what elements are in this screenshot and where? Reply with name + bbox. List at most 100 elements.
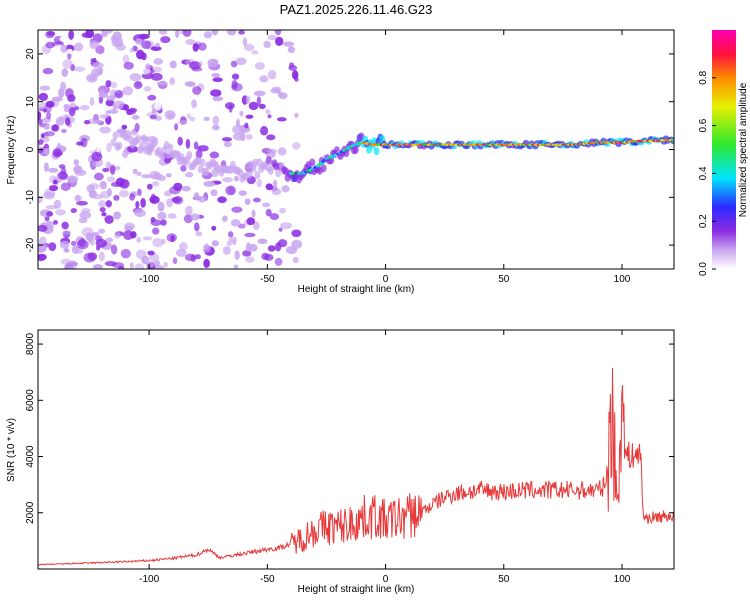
heatmap-cell	[186, 82, 196, 87]
heatmap-cell	[265, 183, 273, 191]
heatmap-cell	[211, 124, 220, 131]
heatmap-cell	[95, 53, 101, 62]
heatmap-cell	[261, 202, 271, 208]
heatmap-cell	[275, 242, 282, 252]
heatmap-cell	[163, 261, 168, 268]
heatmap-cell	[246, 217, 256, 226]
heatmap-cell	[59, 35, 69, 43]
heatmap-cell	[136, 236, 141, 243]
heatmap-cell	[185, 39, 196, 45]
heatmap-cell	[60, 258, 72, 266]
heatmap-cell	[225, 185, 237, 196]
snr-x-axis-label: Height of straight line (km)	[298, 584, 415, 595]
heatmap-cell	[181, 185, 191, 192]
heatmap-cell	[53, 220, 58, 225]
heatmap-cell	[105, 80, 112, 88]
heatmap-cell	[222, 215, 228, 222]
heatmap-cell	[238, 190, 247, 196]
heatmap-cell	[122, 86, 133, 96]
snr-y-ticks: 2000 4000 6000 8000	[25, 332, 674, 524]
heatmap-cell	[263, 40, 271, 49]
heatmap-cell	[55, 116, 65, 126]
heatmap-cell	[129, 73, 142, 82]
heatmap-cell	[142, 135, 149, 144]
y-tick-label: 6000	[25, 389, 36, 412]
heatmap-cell	[126, 145, 139, 153]
heatmap-cell	[153, 58, 164, 65]
heatmap-cell	[274, 30, 282, 36]
heatmap-cell	[202, 244, 211, 253]
colorbar-tick-label: 0.6	[698, 118, 709, 132]
heatmap-cell	[267, 34, 277, 41]
heatmap-cell	[131, 115, 140, 120]
heatmap-cell	[275, 88, 281, 94]
heatmap-cell	[210, 189, 218, 197]
heatmap-cell	[167, 213, 177, 219]
heatmap-cell	[90, 235, 95, 246]
heatmap-cell	[43, 162, 49, 173]
heatmap-cell	[248, 101, 259, 111]
heatmap-cell	[167, 143, 174, 152]
heatmap-cell	[320, 164, 327, 173]
heatmap-cell	[141, 52, 147, 61]
heatmap-cell	[243, 43, 255, 52]
heatmap-cell	[257, 238, 268, 245]
heatmap-cell	[193, 263, 201, 269]
heatmap-cell	[66, 48, 73, 54]
heatmap-cell	[39, 236, 47, 246]
heatmap-cell	[292, 142, 301, 150]
heatmap-cell	[192, 86, 202, 95]
heatmap-cell	[152, 238, 164, 248]
heatmap-cell	[212, 96, 224, 102]
colorbar: 0.0 0.2 0.4 0.6 0.8 Normalized spectral ampl…	[698, 30, 749, 276]
heatmap-cell	[116, 141, 123, 150]
heatmap-cell	[124, 225, 134, 231]
heatmap-cell	[91, 151, 103, 162]
x-tick-label: 0	[383, 274, 389, 285]
heatmap-cell	[38, 111, 42, 120]
heatmap-cell	[230, 219, 241, 227]
heatmap-cell	[265, 208, 272, 217]
heatmap-cell	[38, 224, 48, 232]
heatmap-cell	[99, 126, 111, 134]
heatmap-cell	[113, 194, 120, 201]
heatmap-cell	[134, 209, 146, 217]
heatmap-cell	[203, 168, 210, 177]
heatmap-cell	[169, 77, 176, 86]
heatmap-cell	[94, 172, 104, 181]
heatmap-cell	[190, 213, 201, 221]
y-tick-label: 4000	[25, 445, 36, 468]
heatmap-cell	[45, 41, 55, 49]
heatmap-cell	[149, 114, 157, 120]
heatmap-cell	[242, 37, 248, 47]
heatmap-cell	[75, 248, 84, 254]
heatmap-cell	[81, 32, 93, 38]
heatmap-cell	[81, 208, 91, 214]
heatmap-cell	[177, 136, 183, 146]
heatmap-cell	[73, 66, 86, 72]
x-tick-label: 50	[498, 274, 510, 285]
heatmap-cell	[150, 72, 163, 81]
heatmap-cell	[195, 149, 203, 159]
heatmap-cell	[68, 106, 76, 117]
heatmap-cell	[46, 211, 54, 217]
heatmap-cell	[211, 73, 221, 78]
snr-y-axis-label: SNR (10 * v/v)	[6, 418, 17, 482]
heatmap-cell	[245, 134, 253, 140]
heatmap-cell	[154, 260, 161, 266]
x-tick-label: -50	[260, 574, 275, 585]
heatmap-cell	[38, 92, 49, 101]
heatmap-cell	[197, 42, 207, 51]
heatmap-cell	[150, 46, 162, 52]
heatmap-cell	[76, 141, 84, 146]
heatmap-cell	[147, 250, 155, 256]
heatmap-cell	[132, 168, 138, 175]
heatmap-cell	[123, 61, 134, 70]
snr-x-ticks: -100 -50 0 50 100	[139, 330, 631, 585]
heatmap-cell	[246, 170, 253, 179]
heatmap-cell	[267, 114, 272, 119]
heatmap-cell	[83, 119, 91, 125]
heatmap-cell	[73, 159, 79, 166]
spectrogram-x-ticks: -100 -50 0 50 100	[139, 30, 631, 285]
heatmap-cell	[98, 251, 105, 262]
